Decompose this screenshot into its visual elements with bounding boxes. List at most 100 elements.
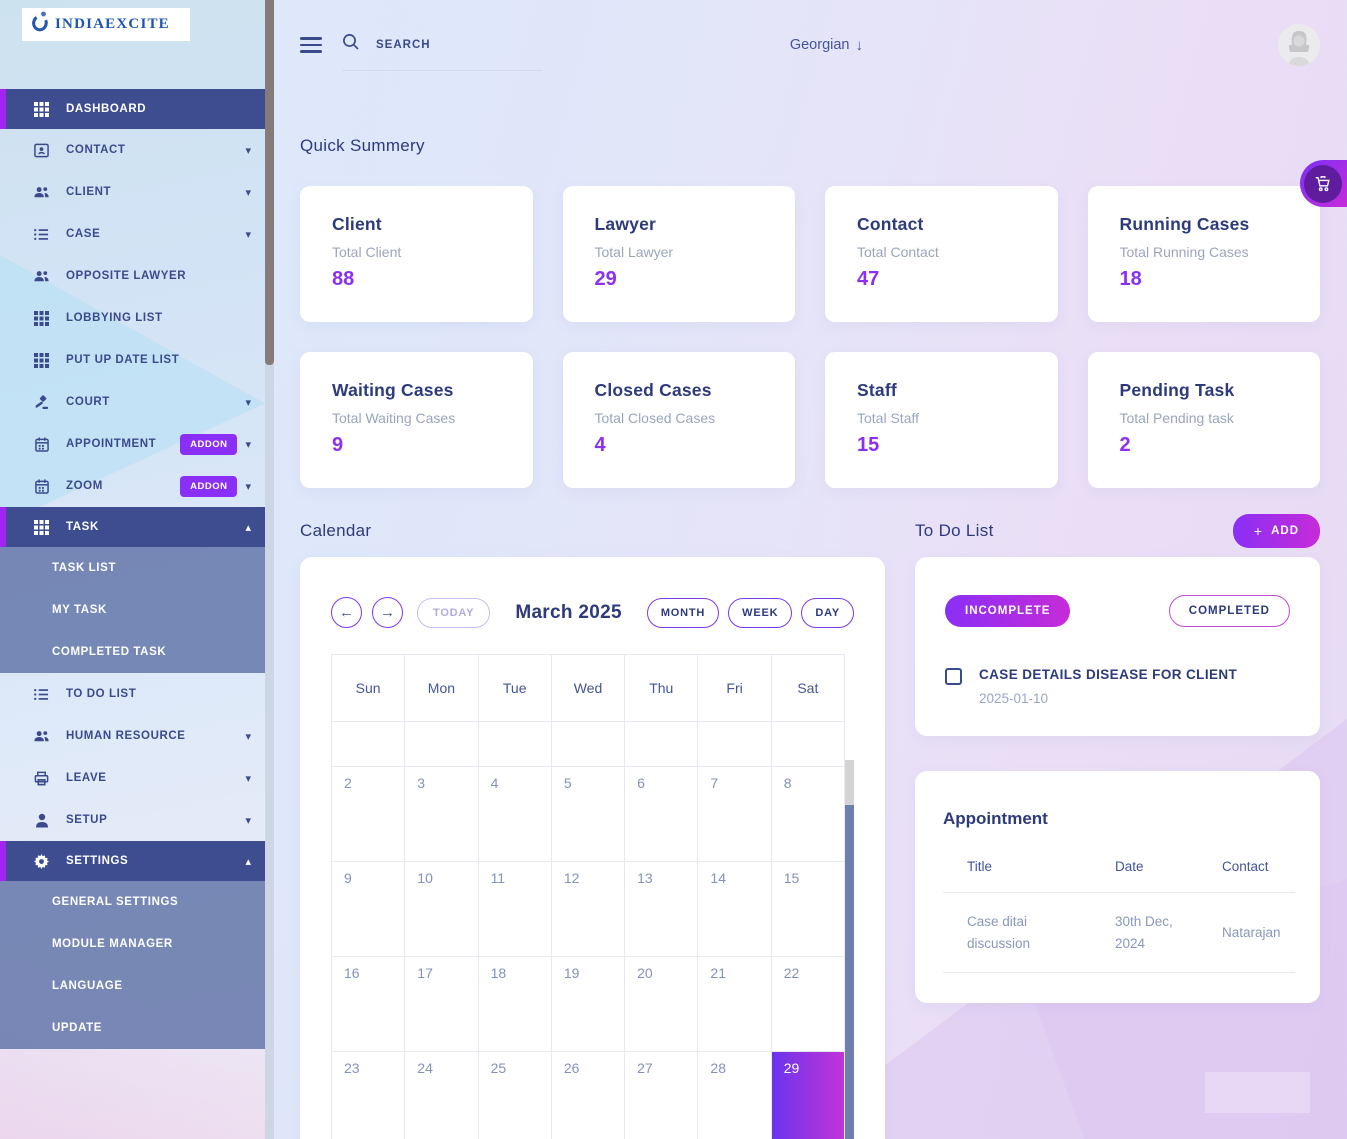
sidebar-item-my-task[interactable]: MY TASK (0, 589, 265, 631)
search-input[interactable] (376, 38, 516, 51)
sidebar-item-leave[interactable]: LEAVE ▾ (0, 757, 265, 799)
calendar-day-29[interactable]: 29 (771, 1052, 845, 1139)
calendar-prev-button[interactable]: ← (331, 597, 362, 628)
appointment-row[interactable]: Case ditai discussion 30th Dec, 2024 Natar… (943, 893, 1295, 972)
sidebar-item-contact[interactable]: CONTACT ▾ (0, 129, 265, 171)
calendar-day-14[interactable]: 14 (698, 862, 772, 957)
filter-incomplete-button[interactable]: INCOMPLETE (945, 595, 1071, 627)
sidebar-item-client[interactable]: CLIENT ▾ (0, 171, 265, 213)
calendar-day-23[interactable]: 23 (332, 1052, 406, 1139)
calendar-day-27[interactable]: 27 (625, 1052, 699, 1139)
sidebar-item-general-settings[interactable]: GENERAL SETTINGS (0, 881, 265, 923)
calendar-dayname-tue: Tue (478, 655, 552, 722)
calendar-day-11[interactable]: 11 (478, 862, 552, 957)
sidebar-item-module-manager[interactable]: MODULE MANAGER (0, 923, 265, 965)
sidebar-item-label: LANGUAGE (52, 980, 123, 992)
sidebar-item-task-list[interactable]: TASK LIST (0, 547, 265, 589)
calendar-day-28[interactable]: 28 (698, 1052, 772, 1139)
users-icon (33, 184, 50, 201)
card-title: Lawyer (594, 214, 657, 234)
cart-fab-button[interactable] (1300, 160, 1347, 207)
summary-card-lawyer[interactable]: Lawyer Total Lawyer 29 (562, 186, 795, 322)
sidebar-scrollbar-thumb[interactable] (265, 0, 274, 365)
calendar-day-empty[interactable] (405, 722, 479, 767)
calendar-day-22[interactable]: 22 (771, 957, 845, 1052)
calendar-day-21[interactable]: 21 (698, 957, 772, 1052)
add-todo-button[interactable]: + ADD (1232, 514, 1320, 548)
calendar-day-20[interactable]: 20 (625, 957, 699, 1052)
sidebar-item-dashboard[interactable]: DASHBOARD (0, 89, 265, 129)
calendar-day-25[interactable]: 25 (479, 1052, 552, 1139)
calendar-day-7[interactable]: 7 (698, 767, 772, 862)
sidebar-item-opposite-lawyer[interactable]: OPPOSITE LAWYER (0, 255, 265, 297)
summary-card-contact[interactable]: Contact Total Contact 47 (825, 186, 1058, 322)
calendar-next-button[interactable]: → (372, 597, 403, 628)
calendar-day-26[interactable]: 26 (552, 1052, 626, 1139)
calendar-day-24[interactable]: 24 (405, 1052, 479, 1139)
sidebar-item-label: LEAVE (66, 772, 107, 784)
summary-card-client[interactable]: Client Total Client 88 (300, 186, 533, 322)
calendar-day-8[interactable]: 8 (771, 767, 845, 862)
calendar-day-empty[interactable] (478, 722, 552, 767)
calendar-day-13[interactable]: 13 (625, 862, 699, 957)
sidebar-item-task[interactable]: TASK ▴ (0, 507, 265, 547)
card-title: Staff (857, 380, 897, 400)
language-selector[interactable]: Georgian ↓ (790, 37, 863, 54)
calendar-day-19[interactable]: 19 (551, 957, 626, 1052)
calendar-scrollbar-thumb[interactable] (845, 805, 854, 1139)
calendar-view-day-button[interactable]: DAY (801, 597, 854, 628)
calendar-day-15[interactable]: 15 (771, 862, 845, 957)
calendar-day-10[interactable]: 10 (405, 862, 479, 957)
sidebar-item-put-up-date-list[interactable]: PUT UP DATE LIST (0, 339, 265, 381)
sidebar-item-settings[interactable]: SETTINGS ▴ (0, 841, 265, 881)
sidebar-item-language[interactable]: LANGUAGE (0, 965, 265, 1007)
calendar-day-2[interactable]: 2 (332, 767, 406, 862)
calendar-day-empty[interactable] (551, 722, 626, 767)
calendar-dayname-wed: Wed (551, 655, 626, 722)
calendar-view-week-button[interactable]: WEEK (728, 597, 793, 628)
sidebar-scrollbar[interactable] (265, 0, 274, 1139)
grid-icon (33, 352, 50, 369)
calendar-scrollbar[interactable] (845, 760, 854, 1139)
calendar-day-9[interactable]: 9 (332, 862, 406, 957)
calendar-day-empty[interactable] (332, 722, 406, 767)
search-icon[interactable] (342, 33, 360, 56)
filter-completed-button[interactable]: COMPLETED (1168, 595, 1290, 627)
summary-card-pending-task[interactable]: Pending Task Total Pending task 2 (1087, 352, 1320, 488)
calendar-view-month-button[interactable]: MONTH (646, 597, 720, 628)
calendar-day-6[interactable]: 6 (625, 767, 699, 862)
calendar-day-empty[interactable] (771, 722, 845, 767)
calendar-day-16[interactable]: 16 (332, 957, 406, 1052)
calendar-day-18[interactable]: 18 (478, 957, 552, 1052)
summary-card-staff[interactable]: Staff Total Staff 15 (825, 352, 1058, 488)
calendar-day-5[interactable]: 5 (551, 767, 626, 862)
sidebar-item-court[interactable]: COURT ▾ (0, 381, 265, 423)
card-title: Running Cases (1119, 214, 1250, 234)
sidebar-item-setup[interactable]: SETUP ▾ (0, 799, 265, 841)
summary-card-closed-cases[interactable]: Closed Cases Total Closed Cases 4 (562, 352, 795, 488)
sidebar-item-zoom[interactable]: ZOOM ADDON ▾ (0, 465, 265, 507)
calendar-today-button[interactable]: TODAY (417, 597, 491, 628)
sidebar-item-appointment[interactable]: APPOINTMENT ADDON ▾ (0, 423, 265, 465)
sidebar-item-case[interactable]: CASE ▾ (0, 213, 265, 255)
calendar-day-12[interactable]: 12 (551, 862, 626, 957)
sidebar-item-update[interactable]: UPDATE (0, 1007, 265, 1049)
appointment-col-contact: Contact (1222, 859, 1269, 874)
calendar-day-3[interactable]: 3 (405, 767, 479, 862)
menu-toggle-icon[interactable] (300, 37, 322, 53)
calendar-day-17[interactable]: 17 (405, 957, 479, 1052)
brand-logo[interactable]: INDIAEXCITE (22, 8, 190, 41)
sidebar-item-label: TASK LIST (52, 562, 116, 574)
calendar-day-empty[interactable] (698, 722, 772, 767)
sidebar-item-lobbying-list[interactable]: LOBBYING LIST (0, 297, 265, 339)
todo-checkbox[interactable] (945, 668, 962, 685)
calendar-day-4[interactable]: 4 (478, 767, 552, 862)
summary-card-waiting-cases[interactable]: Waiting Cases Total Waiting Cases 9 (300, 352, 533, 488)
card-title: Waiting Cases (332, 380, 454, 400)
sidebar-item-to-do-list[interactable]: TO DO LIST (0, 673, 265, 715)
calendar-day-empty[interactable] (625, 722, 699, 767)
sidebar-item-completed-task[interactable]: COMPLETED TASK (0, 631, 265, 673)
sidebar-item-human-resource[interactable]: HUMAN RESOURCE ▾ (0, 715, 265, 757)
summary-card-running-cases[interactable]: Running Cases Total Running Cases 18 (1087, 186, 1320, 322)
user-avatar[interactable] (1278, 24, 1320, 66)
